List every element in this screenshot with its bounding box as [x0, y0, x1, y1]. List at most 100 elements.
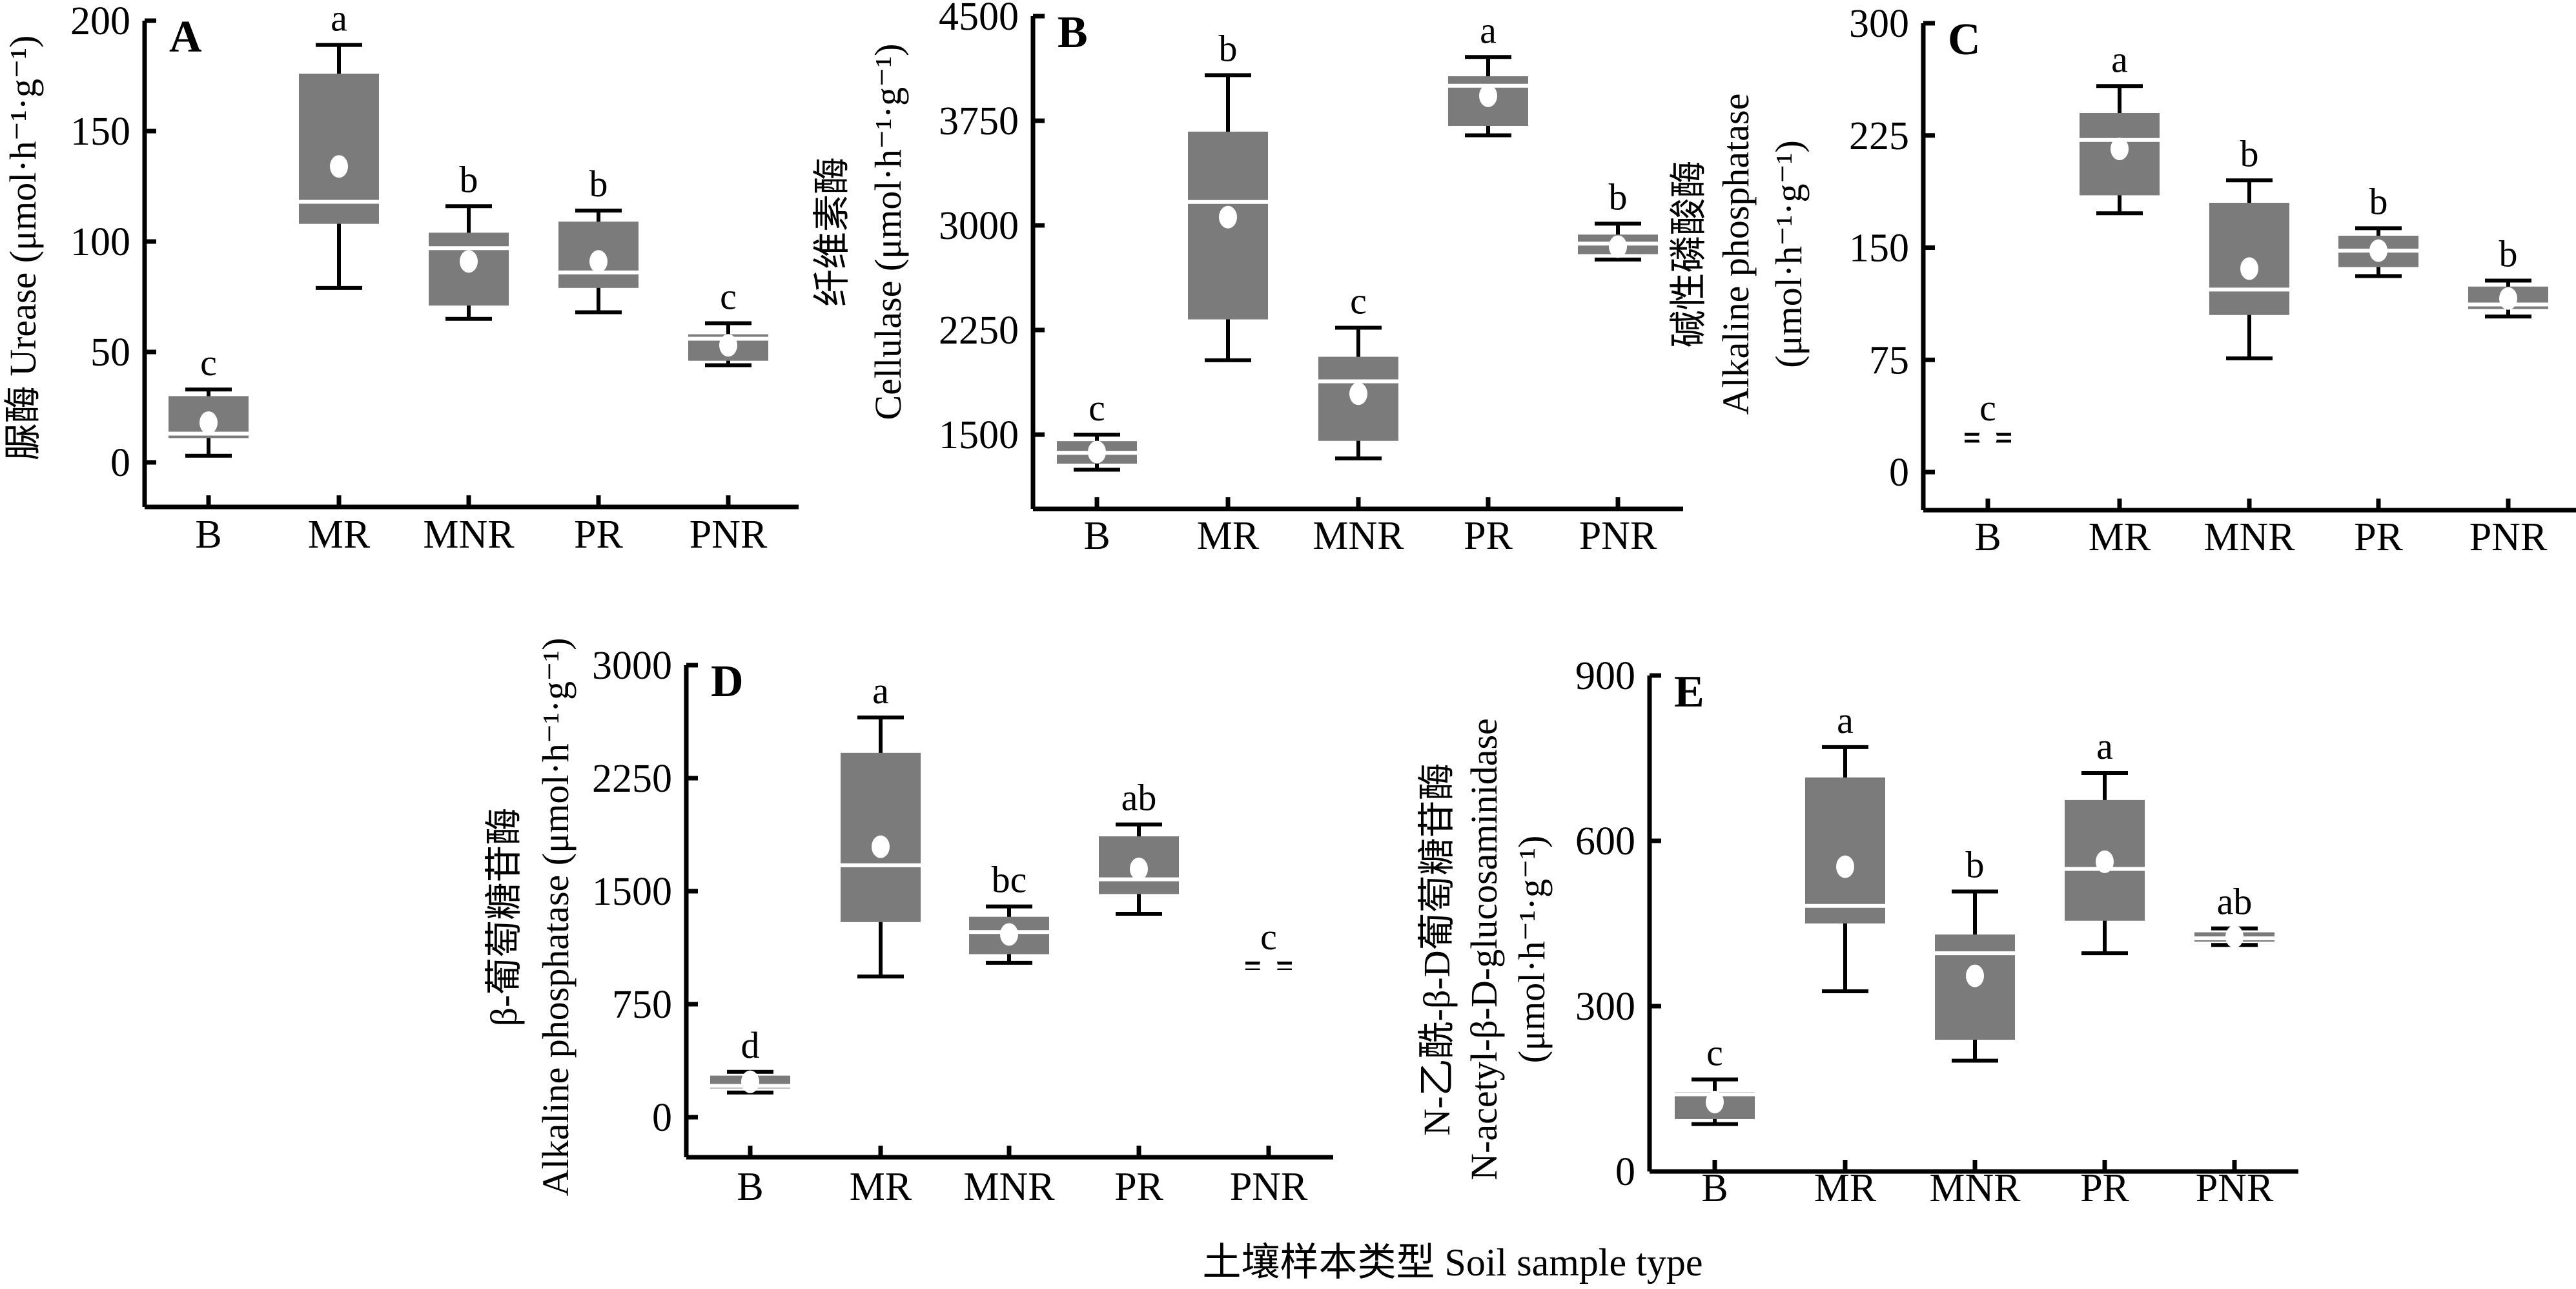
mean-marker	[2225, 925, 2244, 948]
mean-marker	[460, 250, 478, 273]
box-pr: a	[2065, 725, 2145, 956]
significance-letter: a	[872, 670, 889, 712]
mean-marker	[1260, 954, 1278, 978]
mean-marker	[1000, 923, 1018, 946]
box-mr: b	[1188, 27, 1268, 362]
significance-letter: a	[1837, 699, 1854, 741]
x-tick-label: MNR	[963, 1165, 1055, 1209]
box-pr: a	[1448, 9, 1528, 138]
y-tick-label: 300	[1849, 2, 1909, 46]
x-tick-label: PR	[1114, 1165, 1163, 1209]
y-tick-label: 3000	[939, 204, 1019, 248]
y-tick-label: 150	[70, 110, 130, 154]
y-axis-label: β-葡萄糖苷酶	[483, 808, 525, 1027]
significance-letter: c	[1260, 916, 1277, 958]
significance-letter: c	[200, 342, 217, 384]
y-tick-label: 50	[90, 331, 130, 375]
mean-marker	[199, 411, 218, 434]
mean-marker	[1836, 855, 1854, 878]
panel-a: 0 50 100 150 200 A 脲酶 Urease (μmol·h⁻¹·g⁻¹) B MR…	[2, 0, 799, 557]
x-tick-label: PR	[2080, 1166, 2129, 1210]
box-mnr: b	[1935, 844, 2015, 1063]
x-tick-label: B	[195, 513, 221, 557]
significance-letter: c	[1089, 387, 1105, 429]
y-tick-label: 100	[70, 220, 130, 264]
panel-letter: E	[1674, 667, 1704, 717]
y-axis-label: 碱性磷酸酶	[1668, 160, 1710, 347]
iqr-box	[299, 74, 379, 224]
box-pnr: c	[688, 276, 768, 367]
x-tick-label: MNR	[1313, 514, 1404, 558]
significance-letter: b	[1966, 844, 1985, 886]
mean-marker	[2369, 239, 2387, 262]
significance-letter: ab	[1121, 777, 1157, 819]
y-axis-label: 脲酶 Urease (μmol·h⁻¹·g⁻¹)	[2, 36, 44, 461]
x-tick-label: PR	[1464, 514, 1513, 558]
y-axis-label: 纤维素酶	[811, 157, 853, 307]
mean-marker	[872, 835, 890, 858]
x-tick-label: B	[1083, 514, 1110, 558]
x-tick-label: MR	[1814, 1166, 1877, 1210]
y-tick-label: 4500	[939, 0, 1019, 39]
panel-letter: A	[169, 12, 202, 62]
mean-marker	[2240, 257, 2258, 280]
x-tick-label: MNR	[423, 513, 515, 557]
y-tick-label: 900	[1575, 654, 1635, 698]
iqr-box	[1805, 777, 1885, 923]
panel-e: 0 300 600 900 E N-乙酰-β-D葡萄糖苷酶 N-acetyl-β-D-glu…	[1416, 654, 2298, 1210]
mean-marker	[1609, 235, 1627, 258]
mean-marker	[1349, 382, 1367, 406]
panel-d: 0 750 1500 2250 3000 Dβ-葡萄糖苷酶 Alkaline phospha…	[483, 638, 1333, 1209]
y-tick-label: 225	[1849, 114, 1909, 158]
mean-marker	[1130, 857, 1148, 880]
box-mr: a	[2080, 38, 2160, 216]
box-mnr: bc	[969, 859, 1049, 965]
y-tick-label: 3750	[939, 99, 1019, 143]
y-tick-label: 300	[1575, 985, 1635, 1029]
significance-letter: b	[589, 163, 608, 205]
box-mnr: c	[1318, 280, 1398, 460]
box-pnr: b	[1578, 176, 1658, 262]
x-tick-label: PNR	[690, 513, 768, 557]
x-tick-label: B	[1701, 1166, 1728, 1210]
x-tick-label: PNR	[2469, 515, 2548, 559]
significance-letter: ab	[2217, 881, 2253, 923]
y-tick-label: 150	[1849, 227, 1909, 271]
y-tick-label: 0	[110, 441, 130, 485]
mean-marker	[1706, 1090, 1724, 1113]
x-axis-title: 土壤样本类型 Soil sample type	[1203, 1241, 1703, 1284]
y-tick-label: 1500	[592, 870, 672, 914]
x-tick-label: MR	[1197, 514, 1260, 558]
mean-marker	[1088, 440, 1106, 464]
y-tick-label: 2250	[939, 309, 1019, 353]
x-tick-label: B	[1974, 515, 2001, 559]
significance-letter: bc	[992, 859, 1027, 901]
x-tick-label: MR	[2089, 515, 2151, 559]
x-tick-label: MR	[850, 1165, 912, 1209]
significance-letter: b	[2240, 132, 2259, 174]
panel-letter: B	[1058, 8, 1088, 57]
x-tick-label: PNR	[1230, 1165, 1308, 1209]
box-b: c	[1675, 1031, 1755, 1126]
y-axis-label: Cellulase (μmol·h⁻¹·g⁻¹)	[867, 44, 909, 420]
x-tick-label: PNR	[2196, 1166, 2274, 1210]
x-tick-label: PR	[2354, 515, 2403, 559]
significance-letter: c	[1350, 280, 1367, 322]
significance-letter: d	[741, 1024, 760, 1066]
panels: 0 50 100 150 200 A 脲酶 Urease (μmol·h⁻¹·g⁻¹) B MR…	[2, 0, 2576, 1210]
box-pr: ab	[1099, 777, 1179, 916]
y-tick-label: 75	[1869, 338, 1909, 382]
significance-letter: c	[1979, 387, 1996, 429]
y-tick-label: 200	[70, 0, 130, 43]
significance-letter: a	[2096, 725, 2113, 767]
x-tick-label: PR	[574, 513, 623, 557]
mean-marker	[1979, 426, 1997, 449]
panel-c: 0 75 150 225 300 C 碱性磷酸酶 Alkaline phosphatase (μ…	[1668, 2, 2576, 559]
mean-marker	[1219, 205, 1237, 229]
box-pr: b	[558, 163, 639, 315]
box-mnr: b	[429, 158, 509, 321]
y-tick-label: 600	[1575, 820, 1635, 863]
box-pnr: c	[1229, 916, 1309, 978]
mean-marker	[2096, 850, 2114, 873]
x-tick-label: B	[737, 1165, 763, 1209]
